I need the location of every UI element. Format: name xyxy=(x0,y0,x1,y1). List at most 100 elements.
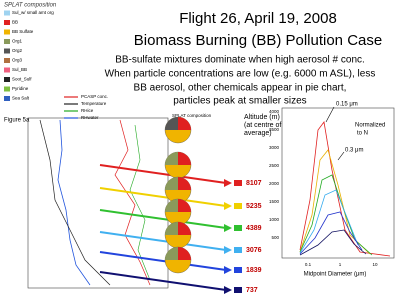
x-tick-label: 1 xyxy=(339,262,342,267)
altitude-swatch xyxy=(234,267,242,273)
altitude-title: (at centre of xyxy=(244,122,281,129)
legend-label: RHwater xyxy=(81,115,99,120)
altitude-label: 737 xyxy=(246,287,258,294)
legend-label: Org2 xyxy=(12,48,23,53)
arrow xyxy=(99,231,227,251)
legend-swatch xyxy=(4,20,10,25)
arrow-head xyxy=(224,224,232,232)
altitude-label: 5235 xyxy=(246,203,262,210)
plot-frame xyxy=(281,107,395,259)
pie-charts xyxy=(164,116,192,274)
size-curve xyxy=(299,149,371,255)
legend-label: RHice xyxy=(81,108,94,113)
arrow-head xyxy=(224,266,232,274)
profile-plot: Figure 5a PCASP conc. Temperature RHice … xyxy=(4,94,232,294)
legend-swatch xyxy=(4,39,10,44)
legend-label: Pyridine xyxy=(12,86,29,91)
altitude-swatch xyxy=(234,225,242,231)
y-tick-label: 2000 xyxy=(269,181,280,186)
legend-label: Org3 xyxy=(12,58,23,63)
arrow-head xyxy=(224,246,232,254)
arrow xyxy=(99,209,227,229)
pie-slice xyxy=(178,222,191,235)
altitude-label: 1839 xyxy=(246,267,262,274)
legend-swatch xyxy=(4,58,10,63)
profile-trace xyxy=(114,119,151,286)
legend-swatch xyxy=(4,48,10,54)
pie-slice xyxy=(178,117,191,130)
altitude-title: Altitude (m) xyxy=(244,114,280,121)
legend-swatch xyxy=(4,96,10,101)
pie-slice xyxy=(165,247,178,260)
altitude-swatch xyxy=(234,180,242,186)
body-line: particles peak at smaller sizes xyxy=(173,96,306,107)
legend-label: PCASP conc. xyxy=(81,94,108,99)
legend-label: Sea Salt xyxy=(12,96,30,101)
pie-slice xyxy=(165,199,178,212)
body-line: When particle concentrations are low (e.… xyxy=(105,69,376,80)
altitude-title: average) xyxy=(244,130,272,137)
legend-label: Sul_w/ small amt org xyxy=(12,10,54,15)
figure-label: Figure 5a xyxy=(4,118,30,124)
plot-frame xyxy=(27,117,169,289)
arrow-head xyxy=(224,179,232,187)
title-line: Biomass Burning (BB) Pollution Case xyxy=(134,32,382,49)
pie-slice xyxy=(178,152,191,165)
arrow xyxy=(99,187,227,207)
legend-label: Temperature xyxy=(81,101,107,106)
pointer xyxy=(337,151,345,161)
altitude-label: 8107 xyxy=(246,180,262,187)
y-tick-label: 500 xyxy=(271,235,279,240)
arrow xyxy=(99,271,227,291)
composition-legend: SPLAT composition Sul_w/ small amt org BB… xyxy=(4,3,57,101)
pie-slice xyxy=(178,199,191,212)
legend-swatch xyxy=(4,67,10,73)
size-curve xyxy=(299,229,367,256)
legend-swatch xyxy=(4,10,10,16)
altitude-swatch xyxy=(234,247,242,253)
pie-slice xyxy=(165,177,178,190)
y-tick-label: 4000 xyxy=(269,109,280,114)
annotation: 0.15 μm xyxy=(336,102,358,108)
body-line: BB aerosol, other chemicals appear in pi… xyxy=(134,83,347,94)
altitude-swatch xyxy=(234,203,242,209)
size-distribution: 4000 3500 3000 2500 2000 1500 1000 500 0.1 1 10… xyxy=(269,102,395,278)
pie-slice xyxy=(165,117,178,130)
annotation: Normalized xyxy=(355,123,385,129)
y-tick-label: 1000 xyxy=(269,217,280,222)
annotation: 0.3 μm xyxy=(345,148,363,154)
pie-slice xyxy=(178,247,191,260)
profile-trace xyxy=(129,124,151,281)
pie-slice xyxy=(178,177,191,190)
legend-swatch xyxy=(4,77,10,82)
pie-slice xyxy=(165,222,178,235)
x-tick-label: 0.1 xyxy=(305,262,312,267)
legend-title: SPLAT composition xyxy=(4,3,57,9)
altitude-label: 3076 xyxy=(246,247,262,254)
y-tick-label: 3000 xyxy=(269,145,280,150)
size-curve xyxy=(299,121,391,257)
annotation: to N xyxy=(357,131,368,137)
legend-label: Soot_Sulf xyxy=(12,77,32,82)
profile-trace xyxy=(39,119,111,286)
altitude-swatch xyxy=(234,287,242,293)
altitude-labels: 8107 5235 4389 3076 1839 737 xyxy=(234,180,262,294)
pie-slice xyxy=(165,152,178,165)
x-axis-label: Midpoint Diameter (μm) xyxy=(304,272,367,278)
arrows xyxy=(99,164,232,294)
legend-label: Sul_BB xyxy=(12,67,27,72)
y-tick-label: 1500 xyxy=(269,199,280,204)
arrow-head xyxy=(224,202,232,210)
profile-trace xyxy=(57,119,91,286)
pie-label: SPLAT composition xyxy=(172,113,212,118)
y-tick-label: 3500 xyxy=(269,127,280,132)
legend-items: Sul_w/ small amt org BB BB Sulfate Org1 Org2… xyxy=(4,10,54,101)
size-curve xyxy=(299,211,363,255)
legend-label: BB xyxy=(12,20,18,25)
legend-swatch xyxy=(4,29,10,35)
arrow xyxy=(99,251,227,271)
legend-label: BB Sulfate xyxy=(12,29,34,34)
arrow-head xyxy=(224,286,232,294)
altitude-label: 4389 xyxy=(246,225,262,232)
